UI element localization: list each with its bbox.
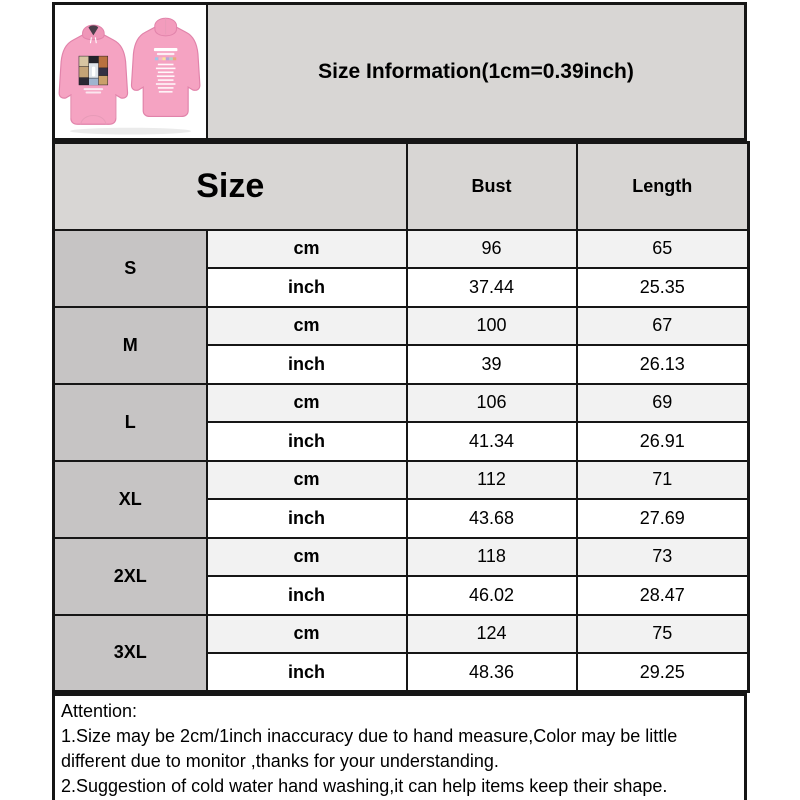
bust-cm-value: 118 — [405, 536, 578, 577]
size-label: L — [52, 382, 208, 462]
unit-cm-label: cm — [205, 536, 408, 577]
table-row-cm: S cm 96 65 — [52, 228, 750, 308]
length-inch-value: 26.13 — [575, 344, 750, 385]
attention-line-1: 1.Size may be 2cm/1inch inaccuracy due t… — [61, 726, 678, 771]
table-row-cm: 3XL cm 124 75 — [52, 613, 750, 693]
table-row-inch: inch 48.36 29.25 — [54, 652, 750, 693]
attention-note: Attention: 1.Size may be 2cm/1inch inacc… — [52, 693, 747, 800]
table-row-cm: L cm 106 69 — [52, 382, 750, 462]
unit-cm-label: cm — [205, 613, 408, 654]
hoodie-back-view — [130, 17, 201, 118]
length-inch-value: 26.91 — [575, 421, 750, 462]
title-area: Size Information(1cm=0.39inch) — [208, 5, 744, 138]
front-text-line — [83, 88, 104, 91]
length-cm-value: 75 — [575, 613, 750, 654]
length-cm-value: 65 — [575, 228, 750, 269]
bust-inch-value: 46.02 — [405, 575, 578, 616]
size-table-body: S cm 96 65 inch 37.44 25.35 M cm 100 67 … — [52, 228, 750, 693]
table-row-inch: inch 43.68 27.69 — [54, 498, 750, 539]
bust-cm-value: 112 — [405, 459, 578, 500]
kangaroo-pocket — [80, 114, 107, 125]
tour-date-lines — [155, 63, 176, 93]
chest-collage — [78, 55, 109, 86]
length-column-header: Length — [575, 141, 750, 231]
length-cm-value: 67 — [575, 305, 750, 346]
shadow — [69, 127, 192, 135]
drawstrings — [89, 37, 97, 44]
unit-inch-label: inch — [205, 344, 408, 385]
product-photo — [55, 5, 208, 138]
size-label: 3XL — [52, 613, 208, 693]
length-inch-value: 29.25 — [575, 652, 750, 693]
page-title: Size Information(1cm=0.39inch) — [318, 59, 634, 83]
size-label: XL — [52, 459, 208, 539]
size-table: Size Bust Length S cm 96 65 inch 37.44 2… — [52, 141, 751, 693]
hood-opening — [88, 25, 99, 36]
size-column-header: Size — [52, 141, 408, 231]
unit-inch-label: inch — [205, 652, 408, 693]
mini-color-strip — [154, 57, 177, 61]
header-band: Size Information(1cm=0.39inch) — [52, 2, 747, 141]
unit-inch-label: inch — [205, 575, 408, 616]
table-row-cm: 2XL cm 118 73 — [52, 536, 750, 616]
bust-inch-value: 43.68 — [405, 498, 578, 539]
unit-cm-label: cm — [205, 382, 408, 423]
table-row-inch: inch 37.44 25.35 — [54, 267, 750, 308]
bust-inch-value: 39 — [405, 344, 578, 385]
hoodie-front-view — [58, 24, 129, 125]
attention-title: Attention: — [61, 701, 138, 721]
bust-column-header: Bust — [405, 141, 578, 231]
table-row-cm: XL cm 112 71 — [52, 459, 750, 539]
table-row-inch: inch 46.02 28.47 — [54, 575, 750, 616]
bust-cm-value: 96 — [405, 228, 578, 269]
attention-line-2: 2.Suggestion of cold water hand washing,… — [61, 776, 668, 796]
size-label: 2XL — [52, 536, 208, 616]
unit-inch-label: inch — [205, 421, 408, 462]
unit-cm-label: cm — [205, 305, 408, 346]
bust-cm-value: 106 — [405, 382, 578, 423]
length-inch-value: 27.69 — [575, 498, 750, 539]
hoodie-image — [58, 17, 201, 135]
length-cm-value: 73 — [575, 536, 750, 577]
length-inch-value: 25.35 — [575, 267, 750, 308]
length-inch-value: 28.47 — [575, 575, 750, 616]
bust-inch-value: 37.44 — [405, 267, 578, 308]
table-row-inch: inch 41.34 26.91 — [54, 421, 750, 462]
unit-inch-label: inch — [205, 498, 408, 539]
table-row-inch: inch 39 26.13 — [54, 344, 750, 385]
bust-cm-value: 124 — [405, 613, 578, 654]
size-label: M — [52, 305, 208, 385]
bust-inch-value: 48.36 — [405, 652, 578, 693]
front-text-line — [85, 91, 102, 94]
length-cm-value: 69 — [575, 382, 750, 423]
unit-cm-label: cm — [205, 228, 408, 269]
unit-cm-label: cm — [205, 459, 408, 500]
unit-inch-label: inch — [205, 267, 408, 308]
size-label: S — [52, 228, 208, 308]
bust-inch-value: 41.34 — [405, 421, 578, 462]
bust-cm-value: 100 — [405, 305, 578, 346]
table-row-cm: M cm 100 67 — [52, 305, 750, 385]
table-header-row: Size Bust Length — [52, 141, 750, 231]
length-cm-value: 71 — [575, 459, 750, 500]
